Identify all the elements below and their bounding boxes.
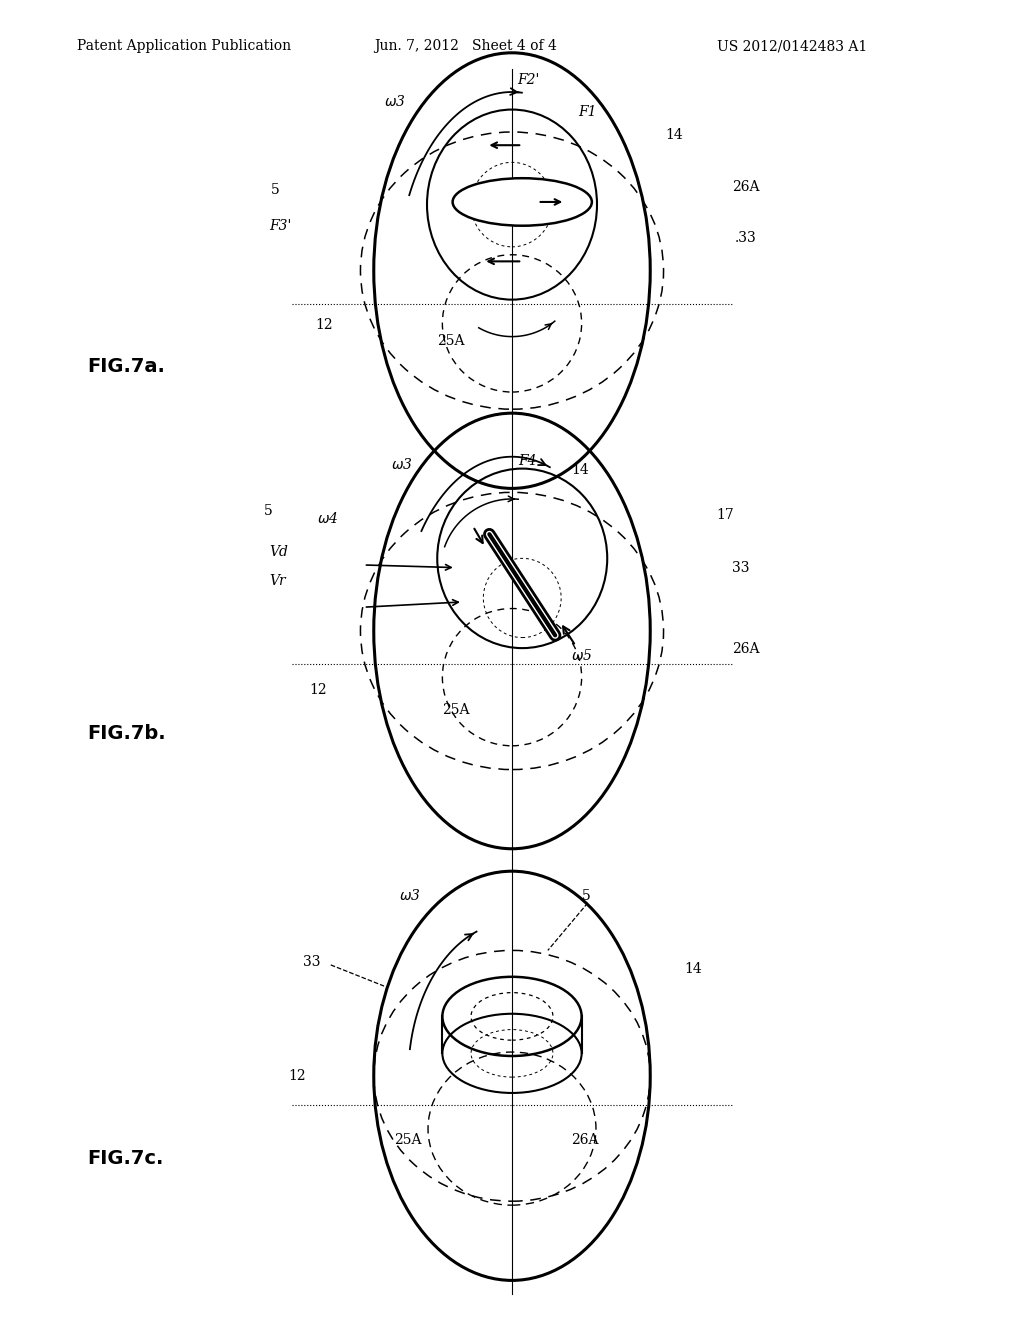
Text: F4: F4 (518, 454, 537, 467)
Text: 26A: 26A (732, 181, 760, 194)
Text: US 2012/0142483 A1: US 2012/0142483 A1 (717, 40, 867, 53)
Text: Patent Application Publication: Patent Application Publication (77, 40, 291, 53)
Text: 5: 5 (264, 504, 273, 517)
Text: FIG.7a.: FIG.7a. (87, 358, 165, 376)
Text: $\omega$4: $\omega$4 (317, 511, 339, 525)
Ellipse shape (453, 178, 592, 226)
Text: 25A: 25A (442, 704, 470, 717)
Text: FIG.7c.: FIG.7c. (87, 1150, 164, 1168)
Text: .33: .33 (735, 231, 757, 244)
Text: 33: 33 (732, 561, 750, 574)
Text: 12: 12 (315, 318, 333, 331)
Text: 26A: 26A (571, 1134, 599, 1147)
Text: F3': F3' (269, 219, 292, 232)
Text: 25A: 25A (394, 1134, 422, 1147)
Text: 33: 33 (303, 956, 321, 969)
Text: FIG.7b.: FIG.7b. (87, 725, 166, 743)
Text: $\omega$5: $\omega$5 (571, 648, 593, 663)
Text: F2': F2' (517, 74, 540, 87)
Text: F1: F1 (579, 106, 597, 119)
Text: 12: 12 (289, 1069, 306, 1082)
Text: Vd: Vd (269, 545, 288, 558)
Text: 14: 14 (571, 463, 589, 477)
Text: 26A: 26A (732, 643, 760, 656)
Text: 17: 17 (717, 508, 734, 521)
Text: 14: 14 (684, 962, 701, 975)
Text: 25A: 25A (437, 334, 465, 347)
Text: Vr: Vr (269, 574, 286, 587)
Text: 5: 5 (582, 890, 591, 903)
Text: Jun. 7, 2012   Sheet 4 of 4: Jun. 7, 2012 Sheet 4 of 4 (374, 40, 557, 53)
Text: 5: 5 (271, 183, 281, 197)
Text: 14: 14 (666, 128, 683, 141)
Text: 12: 12 (309, 684, 327, 697)
Text: $\omega$3: $\omega$3 (399, 888, 421, 903)
Text: $\omega$3: $\omega$3 (391, 457, 413, 471)
Text: $\omega$3: $\omega$3 (384, 94, 406, 108)
